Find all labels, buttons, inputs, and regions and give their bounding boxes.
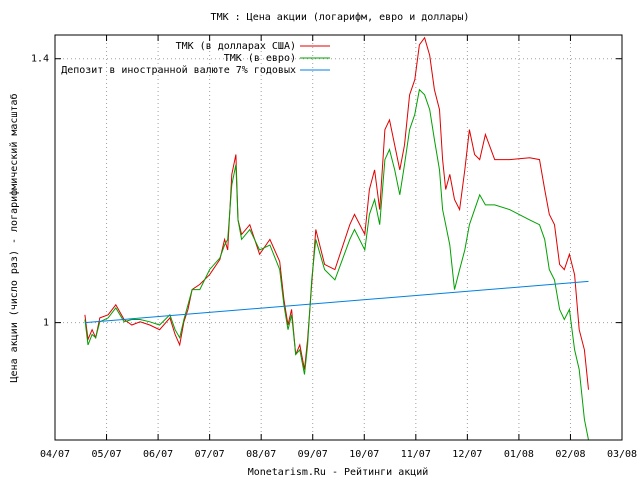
chart-title: ТМК : Цена акции (логарифм, евро и долла… [211,11,470,23]
x-tick-label: 02/08 [555,449,585,460]
y-axis-label: Цена акции (число раз) - логарифмический… [8,94,20,383]
plot-border [54,34,623,441]
x-tick-label: 06/07 [143,449,173,460]
x-tick-label: 01/08 [504,449,534,460]
x-tick-label: 08/07 [246,449,276,460]
x-tick-label: 10/07 [349,449,379,460]
legend-label: ТМК (в евро) [224,53,296,64]
y-tick-label: 1 [43,318,49,329]
plot-area [55,35,622,441]
data-line [84,36,589,390]
x-tick-label: 09/07 [298,449,328,460]
legend-label: Депозит в иностранной валюте 7% годовых [61,64,296,76]
y-tick-label: 1.4 [31,54,49,65]
x-tick-label: 03/08 [607,449,637,460]
x-tick-label: 11/07 [401,449,431,460]
x-tick-label: 07/07 [195,449,225,460]
x-axis-label: Monetarism.Ru - Рейтинги акций [248,466,429,478]
legend-label: ТМК (в долларах США) [176,41,296,52]
data-line [84,280,589,324]
x-tick-label: 05/07 [91,449,121,460]
x-tick-label: 04/07 [40,449,70,460]
data-line [84,88,589,441]
x-tick-label: 12/07 [452,449,482,460]
